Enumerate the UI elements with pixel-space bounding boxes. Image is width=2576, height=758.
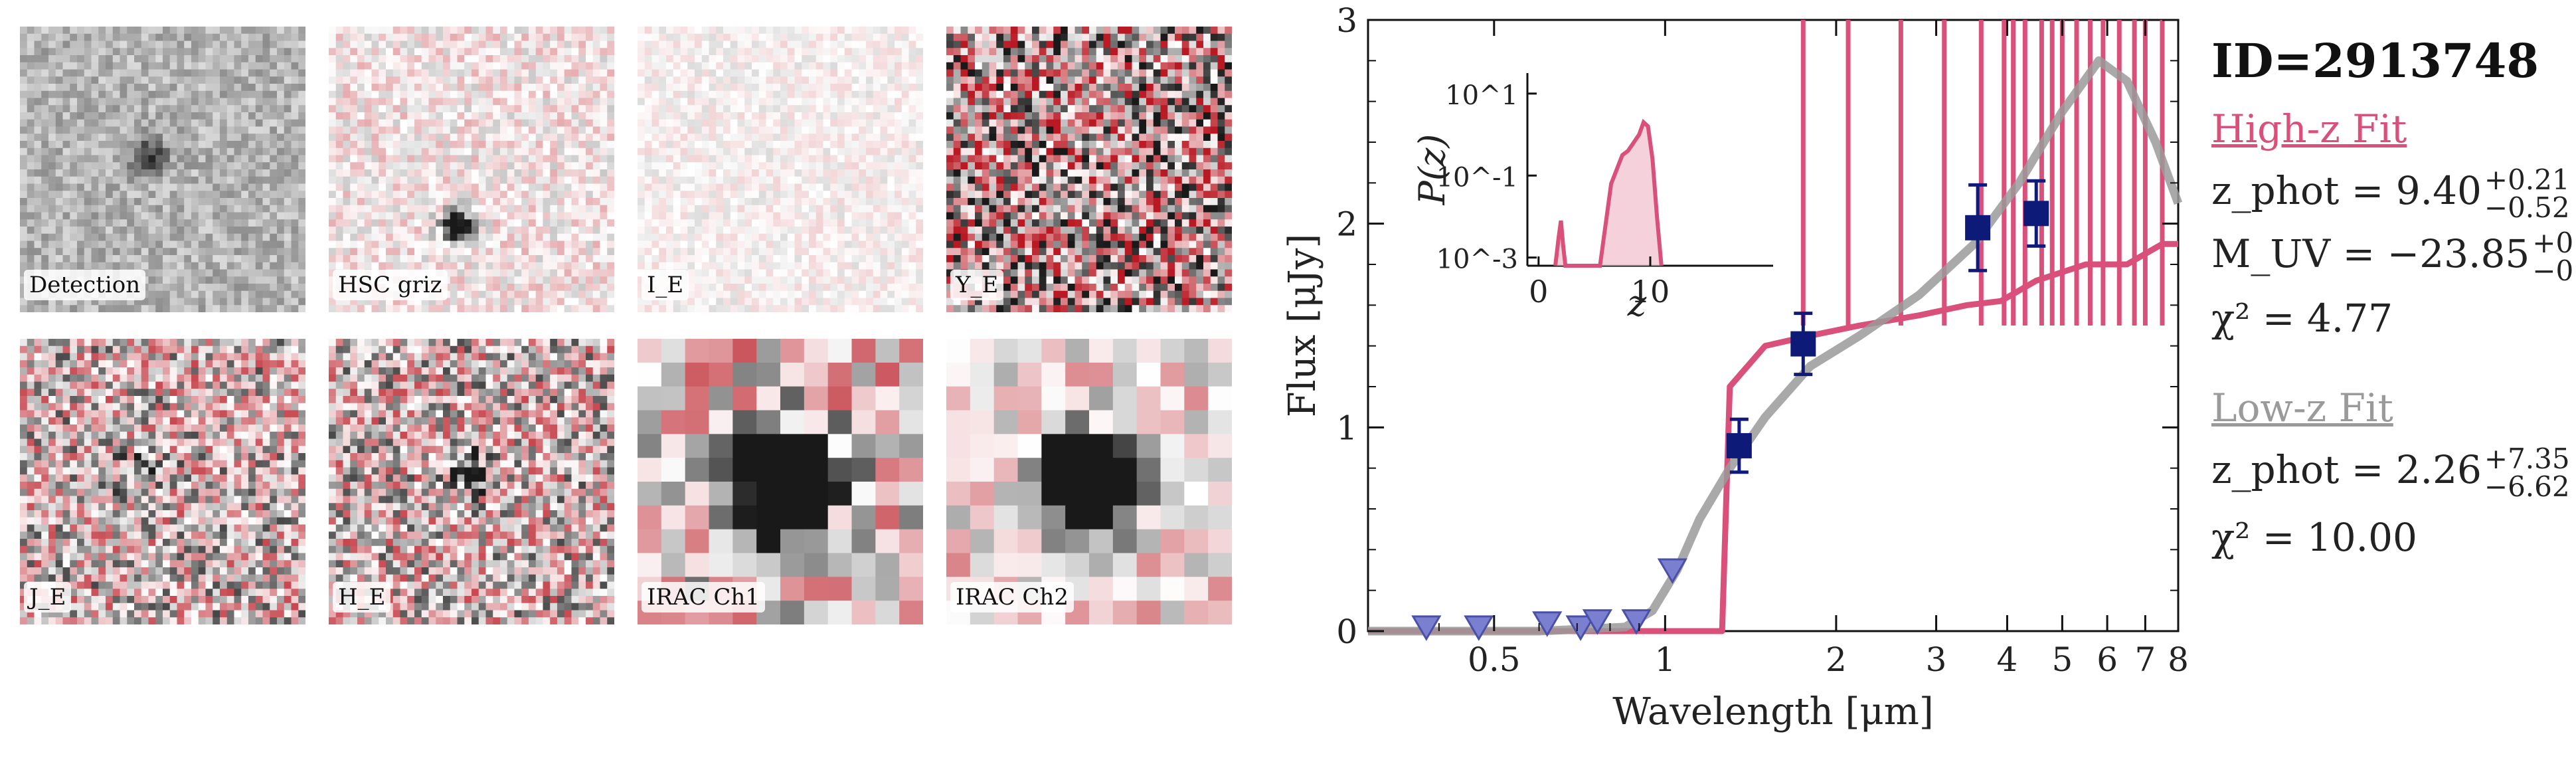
high-z-zphot: z_phot = 9.40 +0.21 −0.52	[2211, 166, 2570, 222]
high-z-chi2: χ² = 4.77	[2211, 296, 2393, 341]
stamp-image	[329, 339, 614, 624]
x-tick-label: 0.5	[1468, 640, 1521, 679]
high-z-zphot-upper: +0.21	[2484, 163, 2570, 196]
inset-x-tick-label: 10	[1631, 274, 1670, 310]
high-z-muv-value: M_UV = −23.85	[2211, 231, 2530, 277]
stamp-image	[329, 27, 614, 312]
high-z-muv-upper: +0.15	[2532, 227, 2576, 259]
inset-y-tick-label: 10^-3	[1436, 244, 1518, 275]
stamp-label: IRAC Ch1	[642, 582, 765, 613]
stamp-label: J_E	[24, 582, 72, 613]
x-tick-label: 6	[2097, 640, 2118, 679]
inset-y-label: P(z)	[1411, 134, 1453, 206]
stamp-image	[946, 339, 1232, 624]
plot-frame	[1367, 19, 2180, 632]
photometry-point	[2023, 201, 2049, 227]
x-tick-label: 3	[1926, 640, 1947, 679]
stamp-label: Detection	[24, 270, 146, 300]
inset-x-label: z	[1627, 282, 1647, 324]
x-tick-label: 5	[2051, 640, 2073, 679]
stamp-image	[638, 27, 923, 312]
stamp-5: H_E	[329, 339, 614, 624]
stamp-image	[638, 339, 923, 624]
high-z-zphot-value: z_phot = 9.40	[2211, 168, 2482, 214]
inset-x-tick-label: 0	[1529, 274, 1548, 310]
stamp-1: HSC griz	[329, 27, 614, 312]
upper-limit-marker	[1621, 609, 1652, 635]
upper-limit-marker	[1582, 609, 1613, 635]
stamp-image	[20, 339, 305, 624]
low-z-chi2: χ² = 10.00	[2211, 515, 2417, 560]
stamp-label: IRAC Ch2	[950, 582, 1074, 613]
x-tick-label: 8	[2168, 640, 2189, 679]
high-z-muv-lower: −0.14	[2532, 254, 2576, 287]
x-axis-label: Wavelength [μm]	[1612, 690, 1933, 733]
high-z-fit-title: High-z Fit	[2211, 106, 2407, 151]
inset-y-tick-label: 10^-1	[1436, 162, 1518, 193]
y-tick-label: 0	[1336, 613, 1357, 651]
stamp-label: Y_E	[950, 270, 1004, 300]
x-tick-label: 1	[1654, 640, 1675, 679]
image-stamps-grid: Detection HSC griz I_E Y_E J_E H_E IRAC Ch1 IRA…	[0, 0, 1275, 758]
upper-limit-marker	[1411, 615, 1442, 641]
stamp-3: Y_E	[946, 27, 1232, 312]
photometry-point	[1790, 331, 1816, 357]
low-z-zphot-upper: +7.35	[2484, 442, 2570, 475]
stamp-6: IRAC Ch1	[638, 339, 923, 624]
high-z-muv: M_UV = −23.85+0.15−0.14	[2211, 229, 2576, 285]
stamp-image	[20, 27, 305, 312]
sed-chart: 0.5 1 2 3 4 5 6 7 8 0 1 2 3 Wavelength [μm] Flux [μJy]…	[1281, 1, 2189, 733]
low-z-zphot-lower: −6.62	[2484, 470, 2570, 503]
photometry-point	[1965, 215, 1991, 240]
stamp-7: IRAC Ch2	[946, 339, 1232, 624]
upper-limit-marker	[1565, 615, 1596, 641]
inset-y-tick-label: 10^1	[1445, 80, 1518, 111]
y-tick-label: 3	[1336, 1, 1357, 40]
low-z-zphot: z_phot = 2.26 +7.35 −6.62	[2211, 445, 2570, 501]
y-axis-label: Flux [μJy]	[1281, 234, 1324, 417]
low-z-fit-title: Low-z Fit	[2211, 385, 2393, 430]
source-id: ID=2913748	[2211, 33, 2539, 88]
fit-info-panel: ID=2913748 High-z Fit z_phot = 9.40 +0.21…	[2211, 27, 2576, 571]
stamp-label: H_E	[333, 582, 391, 613]
photometry-point	[1726, 432, 1752, 458]
stamp-label: I_E	[642, 270, 689, 300]
stamp-0: Detection	[20, 27, 305, 312]
upper-limit-marker	[1657, 558, 1687, 584]
upper-limit-marker	[1464, 615, 1494, 641]
high-z-zphot-lower: −0.52	[2484, 191, 2570, 224]
x-tick-label: 4	[1997, 640, 2018, 679]
x-tick-label: 7	[2134, 640, 2156, 679]
low-z-zphot-value: z_phot = 2.26	[2211, 447, 2482, 493]
x-tick-label: 2	[1826, 640, 1847, 679]
stamp-2: I_E	[638, 27, 923, 312]
upper-limit-marker	[1532, 611, 1563, 637]
inset-pz-curve	[1553, 118, 1664, 268]
stamp-label: HSC griz	[333, 270, 448, 300]
y-tick-label: 1	[1336, 409, 1357, 447]
stamp-4: J_E	[20, 339, 305, 624]
y-tick-label: 2	[1336, 205, 1357, 244]
